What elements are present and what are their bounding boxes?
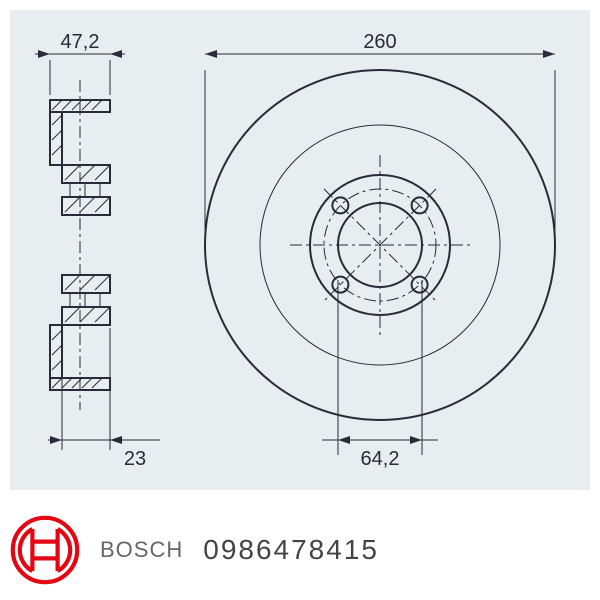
front-view xyxy=(205,70,555,420)
footer: BOSCH 0986478415 xyxy=(10,510,590,590)
dim-thickness-label: 23 xyxy=(124,448,146,470)
side-view xyxy=(50,80,110,410)
dim-hub-diameter-label: 64,2 xyxy=(361,448,400,470)
dim-hub-diameter: 64,2 xyxy=(322,280,438,470)
dim-outer-diameter-label: 260 xyxy=(363,31,396,53)
brand-name: BOSCH xyxy=(100,537,183,563)
technical-drawing: 260 64,2 xyxy=(10,10,590,490)
dim-total-height-label: 47,2 xyxy=(61,31,100,53)
drawing-area: 260 64,2 xyxy=(10,10,590,490)
dim-thickness: 23 xyxy=(48,328,160,470)
part-number: 0986478415 xyxy=(203,534,379,566)
bosch-logo-icon xyxy=(10,515,80,585)
